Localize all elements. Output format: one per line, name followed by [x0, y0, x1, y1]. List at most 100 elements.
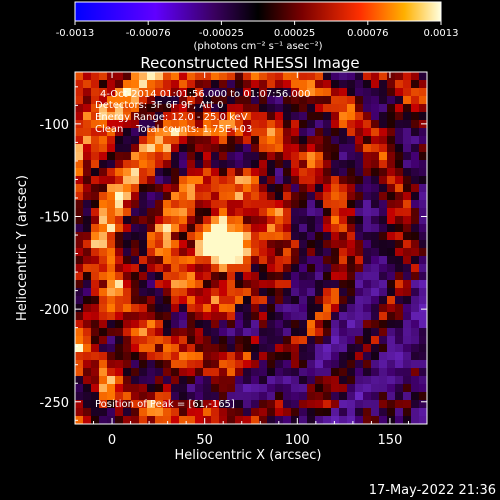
heatmap-cell: [147, 184, 156, 193]
heatmap-cell: [91, 304, 100, 313]
heatmap-cell: [275, 400, 284, 409]
heatmap-cell: [395, 400, 404, 409]
heatmap-cell: [187, 160, 196, 169]
heatmap-cell: [315, 368, 324, 377]
heatmap-cell: [347, 224, 356, 233]
heatmap-cell: [411, 88, 420, 97]
heatmap-cell: [219, 224, 228, 233]
heatmap-cell: [403, 368, 412, 377]
heatmap-cell: [411, 144, 420, 153]
heatmap-cell: [323, 160, 332, 169]
heatmap-cell: [307, 232, 316, 241]
heatmap-cell: [411, 384, 420, 393]
heatmap-cell: [283, 416, 292, 424]
heatmap-cell: [99, 288, 108, 297]
heatmap-cell: [187, 328, 196, 337]
heatmap-cell: [107, 360, 116, 369]
heatmap-cell: [363, 288, 372, 297]
heatmap-cell: [83, 296, 92, 305]
heatmap-cell: [379, 352, 388, 361]
heatmap-cell: [259, 312, 268, 321]
heatmap-cell: [299, 416, 308, 424]
heatmap-cell: [211, 128, 220, 137]
colorbar: [74, 1, 442, 22]
heatmap-cell: [211, 240, 220, 249]
heatmap-cell: [187, 312, 196, 321]
heatmap-cell: [187, 376, 196, 385]
heatmap-cell: [219, 264, 228, 273]
heatmap-cell: [259, 368, 268, 377]
heatmap-cell: [83, 72, 92, 81]
heatmap-cell: [139, 392, 148, 401]
heatmap-cell: [75, 280, 84, 289]
heatmap-cell: [387, 368, 396, 377]
heatmap-cell: [107, 72, 116, 81]
heatmap-cell: [315, 272, 324, 281]
heatmap-cell: [419, 136, 427, 145]
y-axis-label: Heliocentric Y (arcsec): [15, 175, 30, 321]
heatmap-cell: [203, 112, 212, 121]
heatmap-cell: [139, 88, 148, 97]
heatmap-cell: [283, 384, 292, 393]
heatmap-cell: [147, 216, 156, 225]
heatmap-cell: [307, 192, 316, 201]
heatmap-cell: [219, 392, 228, 401]
heatmap-cell: [235, 416, 244, 424]
y-tick-label: -250: [39, 396, 69, 411]
heatmap-cell: [363, 176, 372, 185]
heatmap-cell: [387, 136, 396, 145]
heatmap-cell: [275, 264, 284, 273]
heatmap-cell: [395, 96, 404, 105]
heatmap-cell: [131, 416, 140, 424]
heatmap-cell: [91, 384, 100, 393]
heatmap-cell: [107, 336, 116, 345]
heatmap-cell: [219, 192, 228, 201]
heatmap-cell: [115, 176, 124, 185]
heatmap-cell: [355, 96, 364, 105]
heatmap-cell: [147, 400, 156, 409]
heatmap-cell: [187, 384, 196, 393]
heatmap-cell: [131, 384, 140, 393]
heatmap-cell: [259, 80, 268, 89]
heatmap-cell: [403, 264, 412, 273]
heatmap-cell: [419, 400, 427, 409]
heatmap-cell: [419, 416, 427, 424]
heatmap-cell: [259, 72, 268, 81]
heatmap-cell: [107, 128, 116, 137]
heatmap-cell: [235, 208, 244, 217]
heatmap-cell: [187, 96, 196, 105]
heatmap-cell: [107, 88, 116, 97]
heatmap-cell: [211, 256, 220, 265]
heatmap-cell: [283, 120, 292, 129]
heatmap-cell: [291, 120, 300, 129]
heatmap-cell: [267, 320, 276, 329]
heatmap-cell: [163, 392, 172, 401]
heatmap-cell: [275, 392, 284, 401]
heatmap-cell: [123, 368, 132, 377]
heatmap-cell: [323, 136, 332, 145]
heatmap-cell: [195, 360, 204, 369]
heatmap-cell: [251, 384, 260, 393]
heatmap-cell: [339, 272, 348, 281]
heatmap-cell: [115, 272, 124, 281]
heatmap-cell: [163, 128, 172, 137]
heatmap-cell: [283, 264, 292, 273]
heatmap-cell: [395, 224, 404, 233]
heatmap-cell: [339, 288, 348, 297]
heatmap-cell: [179, 200, 188, 209]
heatmap-cell: [299, 192, 308, 201]
heatmap-cell: [307, 400, 316, 409]
heatmap-cell: [339, 96, 348, 105]
heatmap-cell: [299, 112, 308, 121]
heatmap-cell: [403, 184, 412, 193]
heatmap-cell: [115, 144, 124, 153]
heatmap-cell: [99, 400, 108, 409]
heatmap-cell: [363, 96, 372, 105]
heatmap-cell: [331, 232, 340, 241]
heatmap-cell: [291, 360, 300, 369]
heatmap-cell: [115, 336, 124, 345]
heatmap-cell: [411, 136, 420, 145]
heatmap-cell: [275, 240, 284, 249]
heatmap-cell: [187, 80, 196, 89]
heatmap-cell: [107, 184, 116, 193]
